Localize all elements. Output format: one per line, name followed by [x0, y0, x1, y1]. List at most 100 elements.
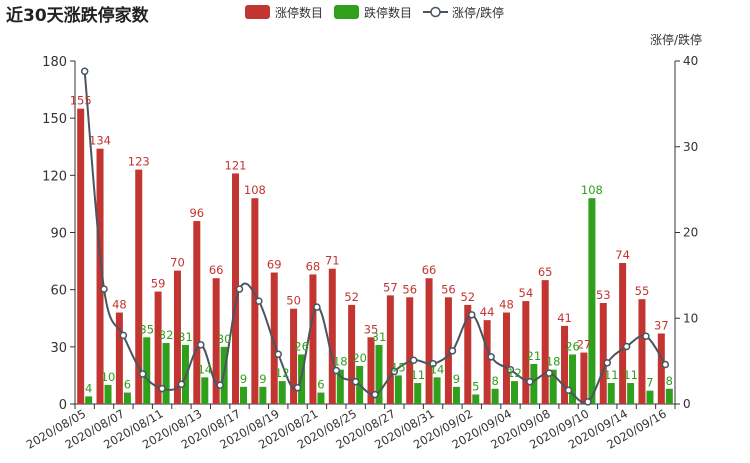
bar-up-value-label: 71 — [325, 254, 340, 268]
bar-down-value-label: 5 — [472, 379, 479, 393]
y-right-tick-label: 0 — [683, 397, 691, 411]
bar-up-value-label: 65 — [538, 265, 553, 279]
bar-down — [433, 377, 441, 404]
legend-item-up[interactable]: 涨停数目 — [245, 5, 323, 20]
bar-up — [406, 297, 414, 404]
bar-down-value-label: 9 — [259, 372, 266, 386]
bar-down-value-label: 11 — [604, 368, 619, 382]
legend-label-down: 跌停数目 — [364, 5, 412, 20]
bar-up-value-label: 41 — [557, 311, 572, 325]
bar-down-value-label: 9 — [240, 372, 247, 386]
ratio-point — [177, 380, 186, 389]
ratio-point — [506, 365, 515, 374]
bar-up — [232, 173, 240, 404]
ratio-point — [390, 367, 399, 376]
bar-up — [619, 262, 627, 404]
ratio-point — [409, 356, 418, 365]
bar-down-value-label: 31 — [178, 330, 193, 344]
bar-down — [201, 377, 209, 404]
bar-down-value-label: 108 — [581, 183, 603, 197]
bar-down — [143, 337, 151, 404]
bar-up-value-label: 68 — [306, 259, 321, 273]
ratio-point — [197, 341, 205, 349]
ratio-point — [216, 381, 224, 389]
bar-down-value-label: 35 — [139, 322, 154, 336]
bar-up — [115, 312, 123, 404]
bar-up-value-label: 37 — [654, 318, 669, 332]
ratio-point — [429, 359, 437, 368]
y-right-tick-label: 30 — [683, 140, 698, 154]
bar-down — [472, 394, 480, 404]
bar-down-value-label: 7 — [646, 376, 653, 390]
bar-down-value-label: 18 — [333, 355, 348, 369]
bar-up-value-label: 48 — [112, 298, 127, 312]
y-left-tick-label: 60 — [50, 284, 67, 299]
bar-down — [259, 386, 267, 404]
bar-up-value-label: 74 — [615, 248, 630, 262]
bar-down — [85, 396, 93, 404]
ratio-point — [100, 285, 108, 293]
bar-up-value-label: 121 — [225, 158, 247, 172]
bar-down — [317, 392, 325, 404]
bar-down-value-label: 4 — [85, 381, 92, 395]
bar-up-value-label: 27 — [577, 338, 592, 352]
legend[interactable]: 涨停数目 跌停数目 涨停/跌停 — [245, 5, 504, 20]
bar-up-value-label: 134 — [89, 134, 111, 148]
ratio-point — [351, 377, 360, 386]
bar-up — [154, 291, 162, 404]
bar-down-value-label: 21 — [527, 349, 542, 363]
bar-up — [290, 308, 298, 404]
bar-down-value-label: 9 — [453, 372, 460, 386]
bar-down-value-label: 8 — [666, 374, 673, 388]
ratio-point — [235, 285, 244, 293]
bar-down — [123, 392, 131, 404]
bar-down-value-label: 6 — [124, 378, 131, 392]
y-left-tick-label: 120 — [42, 169, 67, 184]
bar-down — [510, 381, 518, 404]
legend-swatch-down — [334, 5, 359, 19]
ratio-point — [255, 297, 263, 305]
bar-down-value-label: 6 — [317, 378, 324, 392]
bar-up-value-label: 55 — [635, 284, 650, 298]
legend-item-down[interactable]: 跌停数目 — [334, 5, 412, 20]
bar-up — [328, 268, 336, 404]
ratio-point — [545, 369, 553, 377]
bar-up-value-label: 123 — [128, 155, 150, 169]
ratio-point — [487, 353, 495, 361]
bar-down — [665, 388, 673, 404]
bar-up-value-label: 66 — [422, 263, 437, 277]
y-left-tick-label: 90 — [50, 227, 67, 242]
bar-up-value-label: 52 — [344, 290, 359, 304]
bar-up-value-label: 108 — [244, 183, 266, 197]
bar-up-value-label: 70 — [170, 256, 185, 270]
bar-up-value-label: 66 — [209, 263, 224, 277]
ratio-point — [468, 311, 476, 319]
ratio-point — [448, 347, 457, 355]
bar-down — [627, 383, 635, 404]
ratio-point — [603, 359, 612, 367]
bar-up-value-label: 155 — [70, 94, 92, 108]
bar-up-value-label: 56 — [441, 282, 456, 296]
legend-item-ratio[interactable]: 涨停/跌停 — [423, 5, 504, 20]
bar-up-value-label: 35 — [364, 322, 379, 336]
bar-down — [452, 386, 460, 404]
bar-up-value-label: 69 — [267, 258, 282, 272]
bar-up — [522, 301, 530, 404]
bar-up — [464, 304, 472, 404]
ratio-point — [80, 67, 89, 76]
y-right-tick-label: 40 — [683, 54, 698, 68]
bar-up-value-label: 48 — [499, 298, 514, 312]
bar-up — [251, 198, 259, 404]
ratio-point — [584, 398, 592, 406]
y-left-tick-label: 0 — [59, 398, 67, 413]
bar-down — [414, 383, 422, 404]
bar-up — [580, 352, 588, 404]
bar-down-value-label: 10 — [101, 370, 116, 384]
bar-up — [561, 325, 569, 404]
y-right-tick-label: 20 — [683, 226, 698, 240]
bar-down — [162, 343, 170, 404]
bar-up-value-label: 59 — [151, 277, 166, 291]
bar-up — [483, 320, 491, 404]
ratio-point — [313, 303, 321, 311]
